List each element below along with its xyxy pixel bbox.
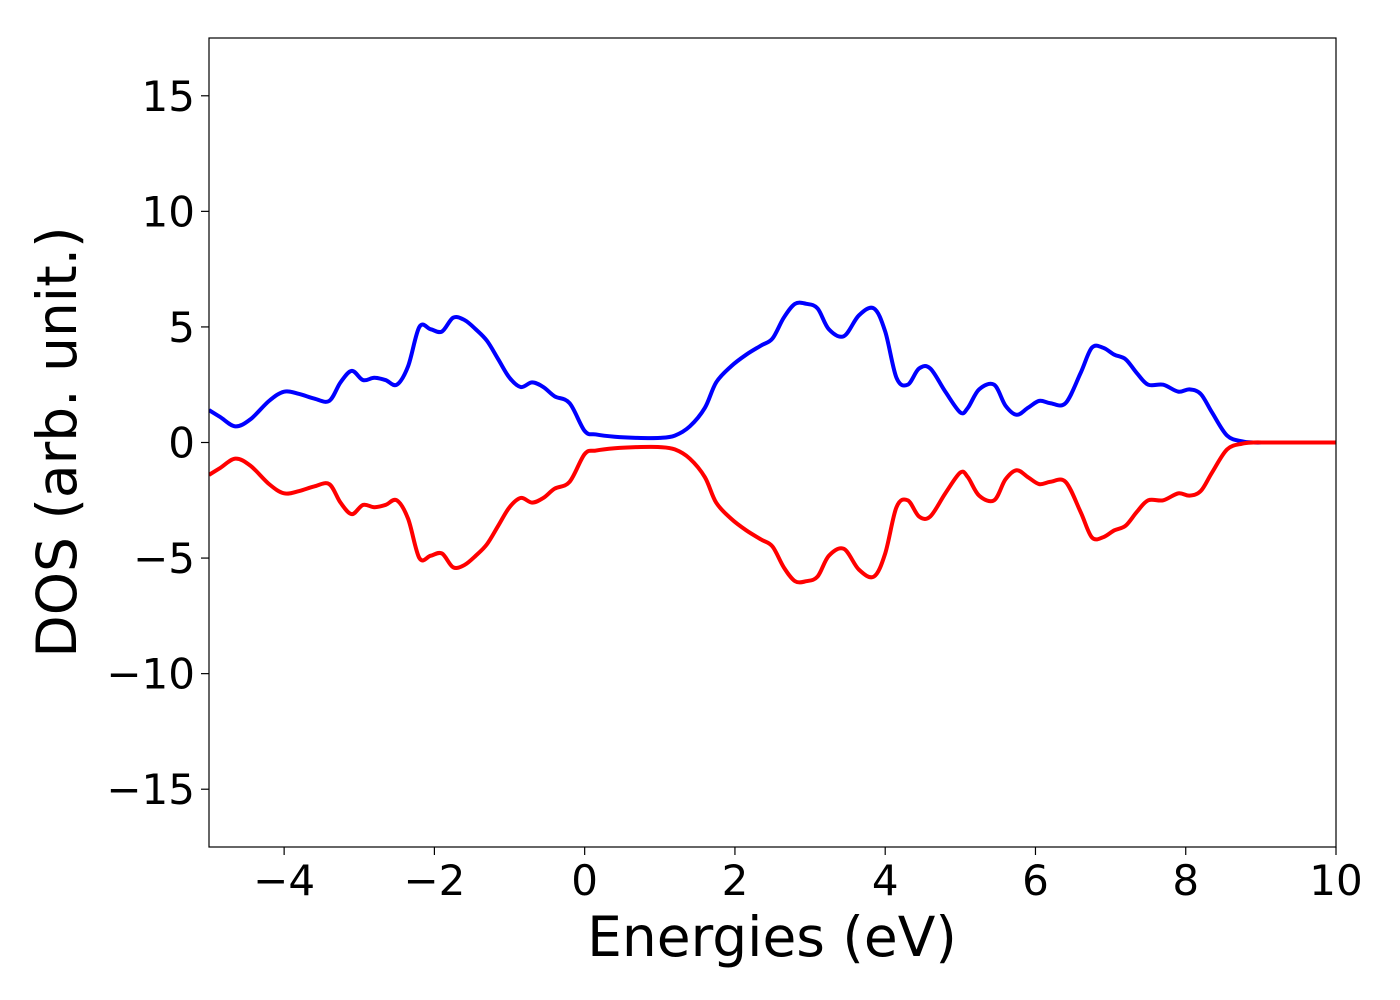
y-tick-label: 0 xyxy=(168,419,195,468)
x-tick-label: 10 xyxy=(1309,856,1362,905)
series-line-1 xyxy=(209,300,1336,445)
x-axis-label: Energies (eV) xyxy=(587,905,957,969)
plot-frame xyxy=(208,37,1337,848)
x-tick-label: 8 xyxy=(1172,856,1199,905)
y-tick-label: −5 xyxy=(133,534,195,583)
y-axis-ticks: 15 10 5 0 −5 −10 −15 xyxy=(106,72,209,814)
series-layer xyxy=(209,300,1336,585)
y-axis-label: DOS (arb. unit.) xyxy=(25,226,89,657)
x-tick-label: −2 xyxy=(403,856,465,905)
y-tick-label: −10 xyxy=(106,650,195,699)
y-tick-label: 15 xyxy=(142,72,195,121)
series-line-2 xyxy=(209,440,1336,585)
x-axis-ticks: −4 −2 0 2 4 6 8 10 xyxy=(253,847,1363,905)
x-tick-label: 6 xyxy=(1022,856,1049,905)
y-tick-label: 10 xyxy=(142,187,195,236)
x-tick-label: 0 xyxy=(571,856,598,905)
x-tick-label: 4 xyxy=(872,856,899,905)
x-tick-label: 2 xyxy=(722,856,749,905)
y-tick-label: 5 xyxy=(168,303,195,352)
x-tick-label: −4 xyxy=(253,856,315,905)
y-tick-label: −15 xyxy=(106,765,195,814)
